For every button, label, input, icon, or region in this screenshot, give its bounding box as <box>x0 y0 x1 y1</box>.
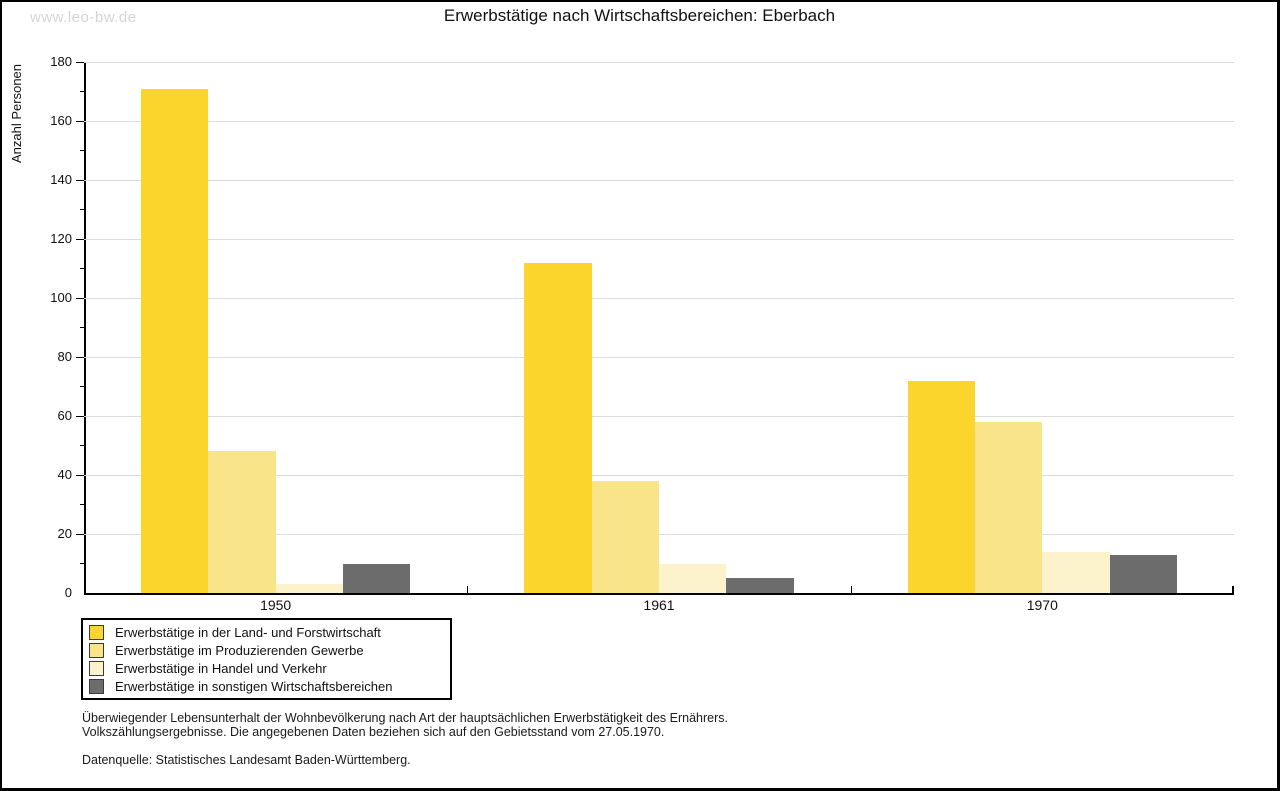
gridline-20 <box>84 533 1234 535</box>
bar-1950-series-4 <box>342 563 411 593</box>
x-axis-line <box>84 593 1234 595</box>
bar-1961-series-4 <box>726 578 794 593</box>
legend: Erwerbstätige in der Land- und Forstwirt… <box>81 618 452 700</box>
y-minor-tick-50 <box>80 445 84 446</box>
gridline-160 <box>84 120 1234 122</box>
bar-1950-series-1 <box>141 88 209 593</box>
y-axis-line <box>84 62 86 593</box>
y-major-tick-180 <box>76 61 84 63</box>
gridline-80 <box>84 356 1234 358</box>
y-minor-tick-170 <box>80 91 84 92</box>
legend-swatch-icon <box>89 660 104 676</box>
y-major-tick-140 <box>76 179 84 181</box>
gridline-180 <box>84 61 1234 63</box>
bar-1961-series-3 <box>659 563 727 593</box>
legend-item-label: Erwerbstätige in Handel und Verkehr <box>115 660 327 676</box>
gridline-60 <box>84 415 1234 417</box>
watermark-text: www.leo-bw.de <box>30 9 137 26</box>
y-minor-tick-130 <box>80 209 84 210</box>
bar-1970-series-2 <box>975 421 1043 593</box>
bar-1970-series-4 <box>1109 554 1177 593</box>
gridline-100 <box>84 297 1234 299</box>
legend-item-label: Erwerbstätige in der Land- und Forstwirt… <box>115 624 381 640</box>
y-tick-label-140: 140 <box>50 172 72 187</box>
legend-item-label: Erwerbstätige im Produzierenden Gewerbe <box>115 642 364 658</box>
data-source: Datenquelle: Statistisches Landesamt Bad… <box>82 753 411 767</box>
y-minor-tick-90 <box>80 327 84 328</box>
bar-1970-series-3 <box>1042 551 1110 593</box>
x-axis-end-tick <box>1232 586 1234 593</box>
footnote: Überwiegender Lebensunterhalt der Wohnbe… <box>82 711 728 739</box>
y-major-tick-60 <box>76 415 84 417</box>
y-tick-label-160: 160 <box>50 113 72 128</box>
legend-item-1: Erwerbstätige in der Land- und Forstwirt… <box>89 623 442 641</box>
x-category-label-1970: 1970 <box>1026 597 1058 613</box>
chart-title: Erwerbstätige nach Wirtschaftsbereichen:… <box>443 6 836 25</box>
gridline-140 <box>84 179 1234 181</box>
x-category-label-1961: 1961 <box>643 597 675 613</box>
x-boundary-tick-2 <box>850 586 852 593</box>
y-tick-label-40: 40 <box>57 467 72 482</box>
x-category-label-1950: 1950 <box>260 597 292 613</box>
y-major-tick-120 <box>76 238 84 240</box>
bar-1961-series-2 <box>591 480 659 593</box>
legend-swatch-icon <box>89 624 104 640</box>
legend-swatch-icon <box>89 642 104 658</box>
legend-item-2: Erwerbstätige im Produzierenden Gewerbe <box>89 641 442 659</box>
legend-swatch-icon <box>89 678 104 694</box>
bar-1961-series-1 <box>524 262 592 593</box>
y-major-tick-100 <box>76 297 84 299</box>
plot-area: 0 20 40 60 80 100 120 140 160 180 1950 1961 1970 <box>50 54 1234 613</box>
y-major-tick-40 <box>76 474 84 476</box>
legend-item-3: Erwerbstätige in Handel und Verkehr <box>89 659 442 677</box>
y-minor-tick-150 <box>80 150 84 151</box>
bar-1950-series-3 <box>275 584 343 593</box>
y-tick-label-80: 80 <box>57 349 72 364</box>
gridline-120 <box>84 238 1234 240</box>
y-tick-label-120: 120 <box>50 231 72 246</box>
y-tick-label-0: 0 <box>64 585 72 600</box>
y-minor-tick-30 <box>80 504 84 505</box>
y-major-tick-80 <box>76 356 84 358</box>
y-tick-label-100: 100 <box>50 290 72 305</box>
y-major-tick-20 <box>76 533 84 535</box>
bar-1970-series-1 <box>907 380 976 593</box>
x-boundary-tick-1 <box>467 586 469 593</box>
y-minor-tick-110 <box>80 268 84 269</box>
y-major-tick-160 <box>76 120 84 122</box>
legend-item-label: Erwerbstätige in sonstigen Wirtschaftsbe… <box>115 678 393 694</box>
y-tick-label-180: 180 <box>50 54 72 69</box>
y-tick-label-60: 60 <box>57 408 72 423</box>
footnote-line-2: Volkszählungsergebnisse. Die angegebenen… <box>82 725 665 739</box>
bar-1950-series-2 <box>208 451 276 593</box>
y-minor-tick-10 <box>80 563 84 564</box>
y-tick-label-20: 20 <box>57 526 72 541</box>
gridline-40 <box>84 474 1234 476</box>
y-minor-tick-70 <box>80 386 84 387</box>
footnote-line-1: Überwiegender Lebensunterhalt der Wohnbe… <box>82 711 728 725</box>
legend-item-4: Erwerbstätige in sonstigen Wirtschaftsbe… <box>89 677 442 695</box>
